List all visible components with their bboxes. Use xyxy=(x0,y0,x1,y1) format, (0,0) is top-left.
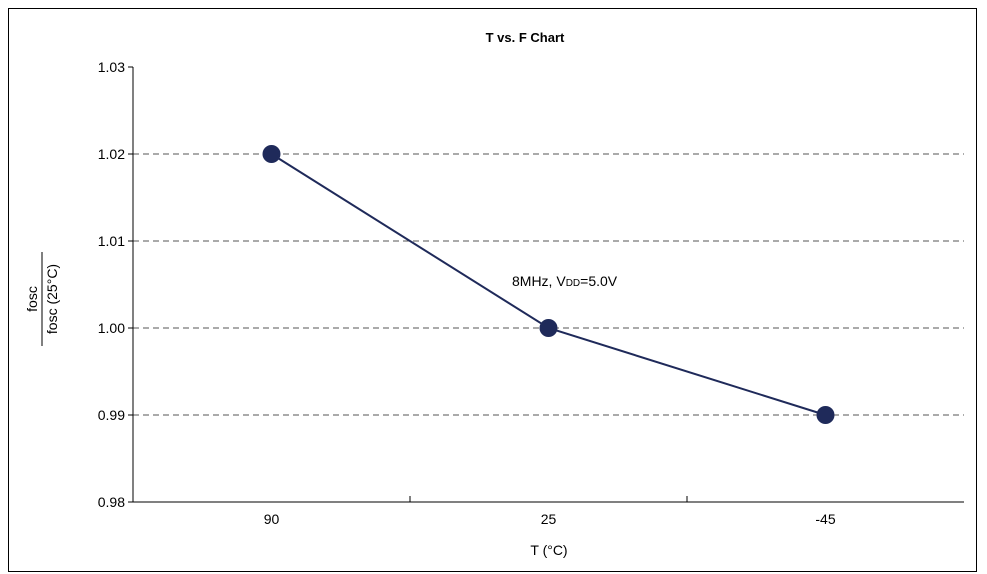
y-axis-label-numerator: fosc xyxy=(24,286,40,312)
y-tick-label: 1.03 xyxy=(98,59,125,75)
chart-title: T vs. F Chart xyxy=(486,30,565,45)
y-tick-label: 0.98 xyxy=(98,494,125,510)
y-axis-label-denominator: fosc (25°C) xyxy=(44,264,60,334)
annotation-label: 8MHz, VDD=5.0V xyxy=(512,273,618,289)
x-tick-label: -45 xyxy=(815,511,835,527)
y-tick-label: 1.01 xyxy=(98,233,125,249)
data-point xyxy=(262,145,281,163)
x-axis-label: T (°C) xyxy=(530,542,567,558)
line-chart: T vs. F Chart 0.98 0.99 1.00 1.01 1.02 1.03 9… xyxy=(24,30,964,558)
x-tick-label: 90 xyxy=(264,511,280,527)
chart-frame: T vs. F Chart 0.98 0.99 1.00 1.01 1.02 1.03 9… xyxy=(8,8,977,572)
series-fosc-ratio xyxy=(262,145,835,424)
y-tick-label: 1.00 xyxy=(98,320,125,336)
y-tick-label: 0.99 xyxy=(98,407,125,423)
y-tick-label: 1.02 xyxy=(98,146,125,162)
y-axis-label: fosc fosc (25°C) xyxy=(24,252,60,346)
x-tick-label: 25 xyxy=(541,511,557,527)
data-point xyxy=(539,319,558,337)
y-tick-labels: 0.98 0.99 1.00 1.01 1.02 1.03 xyxy=(98,59,133,510)
data-point xyxy=(816,406,835,424)
x-tick-labels: 90 25 -45 xyxy=(264,496,836,527)
